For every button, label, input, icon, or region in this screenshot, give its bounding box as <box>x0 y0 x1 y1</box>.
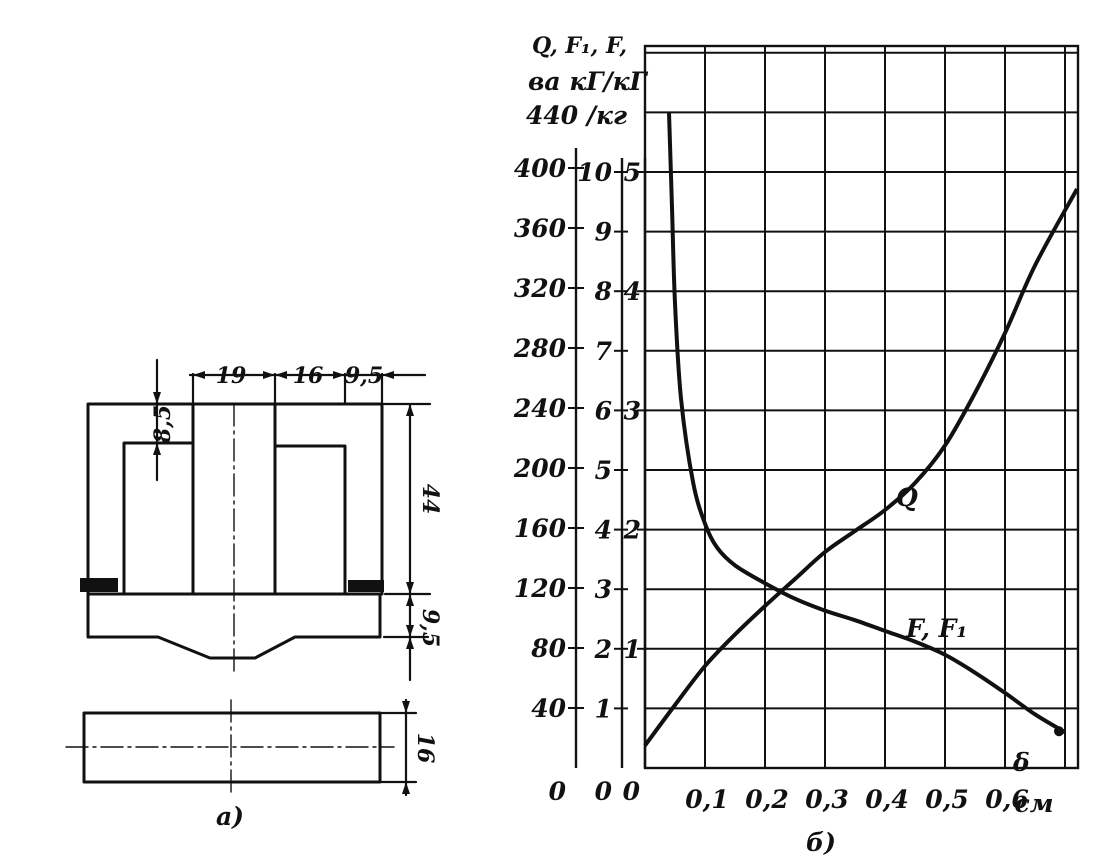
f1-tick-label: 10 <box>577 158 612 187</box>
x-axis-label: см <box>1015 789 1054 818</box>
coil-right-icon <box>348 580 384 592</box>
dim-16-side: 16 <box>412 733 438 764</box>
delta-label: δ <box>1012 748 1030 777</box>
q-tick-label: 120 <box>514 574 567 603</box>
f1-tick-label: 6 <box>595 396 612 425</box>
right-window <box>273 444 347 596</box>
f-tick-label: 2 <box>623 516 641 545</box>
series-f-end-point <box>1054 726 1064 737</box>
q-tick-label: 160 <box>514 514 567 543</box>
f1-tick-label: 9 <box>595 218 612 247</box>
f-tick-label: 5 <box>624 158 641 187</box>
armature-bottom <box>86 592 382 660</box>
curve-label-ff1: F, F₁ <box>905 614 967 643</box>
q-tick-label: 40 <box>531 694 566 723</box>
f1-tick-label: 4 <box>595 516 612 545</box>
dim-44: 44 <box>417 484 443 515</box>
f1-tick-label: 5 <box>595 456 612 485</box>
technical-drawing: 19 16 9,5 8,5 44 9,5 16 a) <box>65 358 443 831</box>
dim-44-line <box>380 402 432 682</box>
f1-tick-label: 8 <box>594 277 612 306</box>
q-tick-label: 200 <box>513 454 567 483</box>
f-tick-label: 4 <box>624 277 641 306</box>
f1-tick-label: 0 <box>595 777 613 806</box>
chart-series <box>643 112 1079 747</box>
dim-9-5-side: 9,5 <box>417 609 443 647</box>
dim-16: 16 <box>293 363 324 389</box>
chart: 0408012016020024028032036040001234567891… <box>513 33 1080 857</box>
dim-19: 19 <box>216 363 247 389</box>
center-leg <box>191 402 277 596</box>
coil-left-icon <box>80 578 118 592</box>
q-tick-label: 360 <box>514 214 567 243</box>
x-tick-label: 0,1 <box>685 785 729 814</box>
chart-axes: 0408012016020024028032036040001234567891… <box>513 148 1054 818</box>
x-tick-label: 0,3 <box>805 785 849 814</box>
series-q-line <box>643 188 1079 747</box>
header-line-1: Q, F₁, F, <box>532 33 627 59</box>
drawing-outline <box>86 402 384 596</box>
x-tick-label: 0,4 <box>865 785 909 814</box>
series-f-line <box>667 112 1067 734</box>
x-tick-label: 0,5 <box>925 785 969 814</box>
left-window <box>122 441 195 596</box>
q-tick-label: 80 <box>530 634 566 663</box>
f1-tick-label: 7 <box>595 337 613 366</box>
top-dim-line <box>188 372 427 406</box>
q-tick-label: 320 <box>514 274 567 303</box>
x-tick-label: 0,2 <box>745 785 789 814</box>
f-tick-label: 3 <box>624 396 641 425</box>
dim-8-5: 8,5 <box>150 405 176 444</box>
q-tick-label: 240 <box>513 394 567 423</box>
curve-label-q: Q <box>896 483 918 512</box>
f-tick-label: 1 <box>624 635 641 664</box>
caption-a: a) <box>216 802 244 831</box>
dim-16-side-line <box>378 698 418 797</box>
header-line-3: 440 /кг <box>526 101 627 130</box>
caption-b: б) <box>806 828 836 857</box>
dim-44-arrows <box>406 404 414 649</box>
header-line-2: ва кГ/кГ <box>528 67 649 96</box>
chart-grid <box>643 44 1080 770</box>
f-tick-label: 0 <box>623 777 641 806</box>
f1-tick-label: 1 <box>595 694 612 723</box>
q-tick-label: 280 <box>513 334 567 363</box>
q-tick-label: 400 <box>514 154 567 183</box>
f1-tick-label: 2 <box>594 635 612 664</box>
q-tick-label: 0 <box>549 777 567 806</box>
x-tick-label: 0,6 <box>985 785 1029 814</box>
f1-tick-label: 3 <box>595 575 612 604</box>
dim-9-5-top: 9,5 <box>345 363 383 389</box>
